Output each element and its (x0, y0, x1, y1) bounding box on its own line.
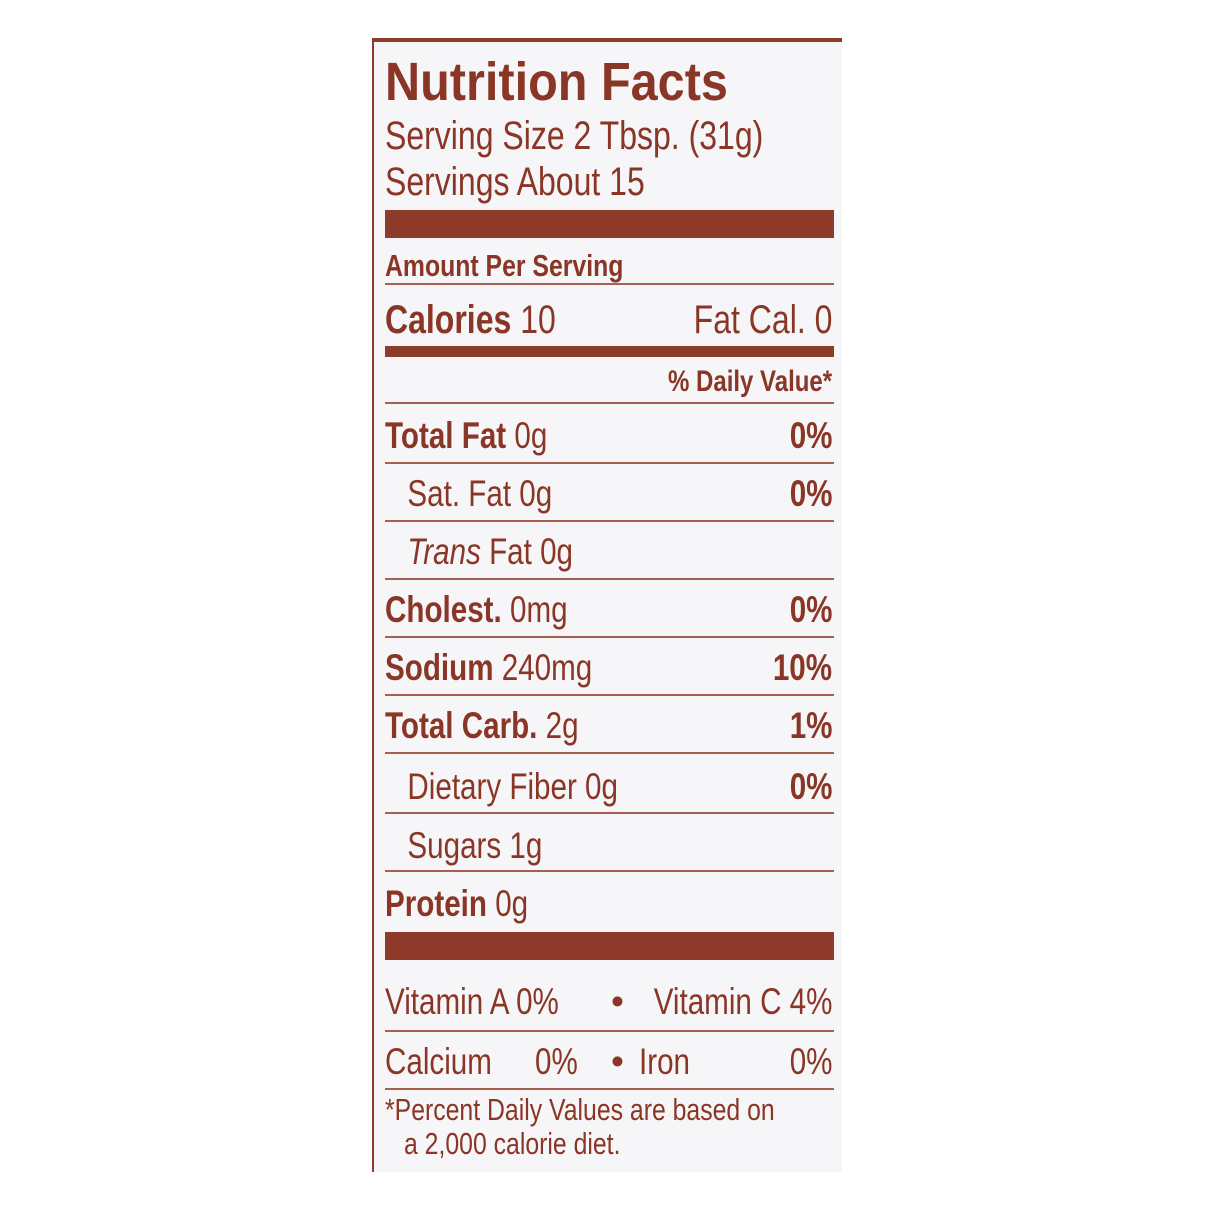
footnote-row-2: a 2,000 calorie diet. (404, 1126, 832, 1162)
nutrient-amount: 0mg (510, 589, 568, 630)
nutrient-dv: 0% (789, 589, 832, 630)
divider (385, 402, 834, 404)
calories-label: Calories (385, 297, 512, 342)
thick-divider (385, 932, 834, 960)
nutrient-name: Protein (385, 883, 487, 924)
nutrient-row-protein: Protein 0g (385, 876, 832, 932)
calcium-value: 0% (535, 1041, 578, 1082)
nutrient-row-trans-fat: Trans Fat 0g (385, 524, 832, 580)
divider (385, 752, 834, 754)
servings-per-container: Servings About 15 (385, 159, 645, 204)
nutrient-row-total-fat: Total Fat 0g 0% (385, 408, 832, 464)
iron-value: 0% (789, 1041, 832, 1082)
divider (385, 283, 834, 285)
thick-divider (385, 210, 834, 238)
nutrient-amount: 0g (495, 883, 529, 924)
nutrient-amount: 0g (585, 766, 618, 807)
servings-row: Servings About 15 (385, 160, 832, 204)
divider (385, 462, 834, 464)
nutrient-row-sugars: Sugars 1g (385, 818, 832, 874)
divider (385, 812, 834, 814)
daily-value-header: % Daily Value* (667, 365, 832, 398)
nutrient-dv: 0% (789, 473, 832, 514)
divider (385, 578, 834, 580)
nutrient-name: Sat. Fat (407, 473, 512, 514)
footnote: *Percent Daily Values are based on (385, 1092, 775, 1127)
nutrient-name: Dietary Fiber (407, 766, 577, 807)
amount-per-serving: Amount Per Serving (385, 248, 624, 283)
medium-divider (385, 346, 834, 357)
calories-value: 10 (520, 297, 556, 342)
divider (385, 636, 834, 638)
vitamins-row-2: Calcium 0% • Iron 0% (385, 1034, 832, 1090)
dv-header-row: % Daily Value* (385, 362, 832, 402)
nutrient-name: Total Carb. (385, 705, 538, 746)
nutrient-dv: 10% (772, 647, 832, 688)
nutrient-dv: 0% (789, 415, 832, 456)
iron-label: Iron (639, 1041, 691, 1082)
nutrient-name: Trans (407, 531, 481, 572)
nutrient-amount: 0g (514, 415, 548, 456)
label-title: Nutrition Facts (385, 52, 728, 112)
calcium-label: Calcium (385, 1041, 492, 1082)
serving-size-row: Serving Size 2 Tbsp. (31g) (385, 114, 832, 158)
title-row: Nutrition Facts (385, 52, 832, 112)
nutrient-name: Sugars (407, 825, 502, 866)
nutrient-amount: 240mg (501, 647, 593, 688)
divider (385, 1030, 834, 1032)
nutrient-name: Cholest. (385, 589, 502, 630)
footnote-row-1: *Percent Daily Values are based on (385, 1092, 832, 1128)
nutrient-amount: 2g (545, 705, 579, 746)
nutrient-row-dietary-fiber: Dietary Fiber 0g 0% (385, 758, 832, 816)
bullet: • (611, 1041, 624, 1082)
nutrient-amount: Fat 0g (489, 531, 574, 572)
divider (385, 694, 834, 696)
nutrient-name: Total Fat (385, 415, 507, 456)
calories-row: Calories 10 Fat Cal. 0 (385, 296, 832, 344)
divider (385, 1088, 834, 1090)
nutrition-facts-panel: Nutrition Facts Serving Size 2 Tbsp. (31… (372, 38, 842, 1172)
nutrient-amount: 1g (509, 825, 543, 866)
nutrient-amount: 0g (519, 473, 553, 514)
bullet: • (611, 981, 624, 1022)
nutrient-row-sodium: Sodium 240mg 10% (385, 640, 832, 696)
divider (385, 520, 834, 522)
footnote: a 2,000 calorie diet. (404, 1126, 621, 1161)
nutrient-dv: 1% (789, 705, 832, 746)
amount-row: Amount Per Serving (385, 246, 832, 286)
fat-calories: Fat Cal. 0 (693, 297, 832, 342)
serving-size: Serving Size 2 Tbsp. (31g) (385, 113, 764, 158)
vitamins-row-1: Vitamin A 0% • Vitamin C 4% (385, 974, 832, 1030)
vitamin-c: Vitamin C 4% (653, 981, 832, 1022)
vitamin-a: Vitamin A 0% (385, 981, 559, 1022)
nutrient-row-sat-fat: Sat. Fat 0g 0% (385, 466, 832, 522)
nutrient-row-total-carb: Total Carb. 2g 1% (385, 698, 832, 754)
nutrient-dv: 0% (789, 766, 832, 807)
nutrient-name: Sodium (385, 647, 494, 688)
divider (385, 870, 834, 872)
nutrient-row-cholesterol: Cholest. 0mg 0% (385, 582, 832, 638)
